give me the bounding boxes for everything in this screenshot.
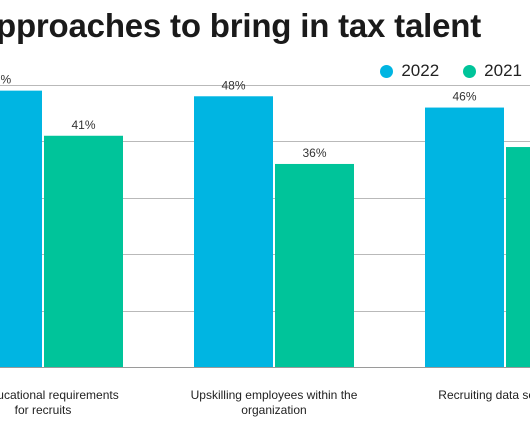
legend-label-2022: 2022 bbox=[401, 61, 440, 80]
legend-label-2021: 2021 bbox=[484, 61, 522, 80]
bar-2022-0 bbox=[0, 90, 42, 367]
legend-item-2022: 2022 bbox=[380, 61, 439, 81]
legend-item-2021: 2021 bbox=[463, 61, 522, 81]
legend-swatch-2022 bbox=[380, 64, 394, 78]
bar-value-label: 41% bbox=[71, 118, 95, 132]
category-label: for recruits bbox=[15, 403, 72, 417]
category-label: organization bbox=[241, 403, 306, 417]
bar-2022-1 bbox=[194, 96, 273, 367]
bar-2021-1 bbox=[275, 163, 354, 367]
category-label: Recruiting data scientists bbox=[438, 388, 530, 402]
bar-2022-2 bbox=[425, 107, 504, 367]
bar-2021-0 bbox=[44, 135, 123, 367]
chart-title: pproaches to bring in tax talent bbox=[0, 7, 481, 44]
legend: 2022 2021 bbox=[356, 61, 522, 81]
category-label: Upskilling employees within the bbox=[191, 388, 358, 402]
bar-value-label: 46% bbox=[452, 90, 476, 104]
bar-value-label: 9% bbox=[0, 73, 12, 87]
category-label: he educational requirements bbox=[0, 388, 119, 402]
bar-value-label: 36% bbox=[302, 146, 326, 160]
legend-swatch-2021 bbox=[463, 64, 477, 78]
bar-2021-2 bbox=[506, 147, 530, 367]
bar-value-label: 48% bbox=[221, 78, 245, 92]
